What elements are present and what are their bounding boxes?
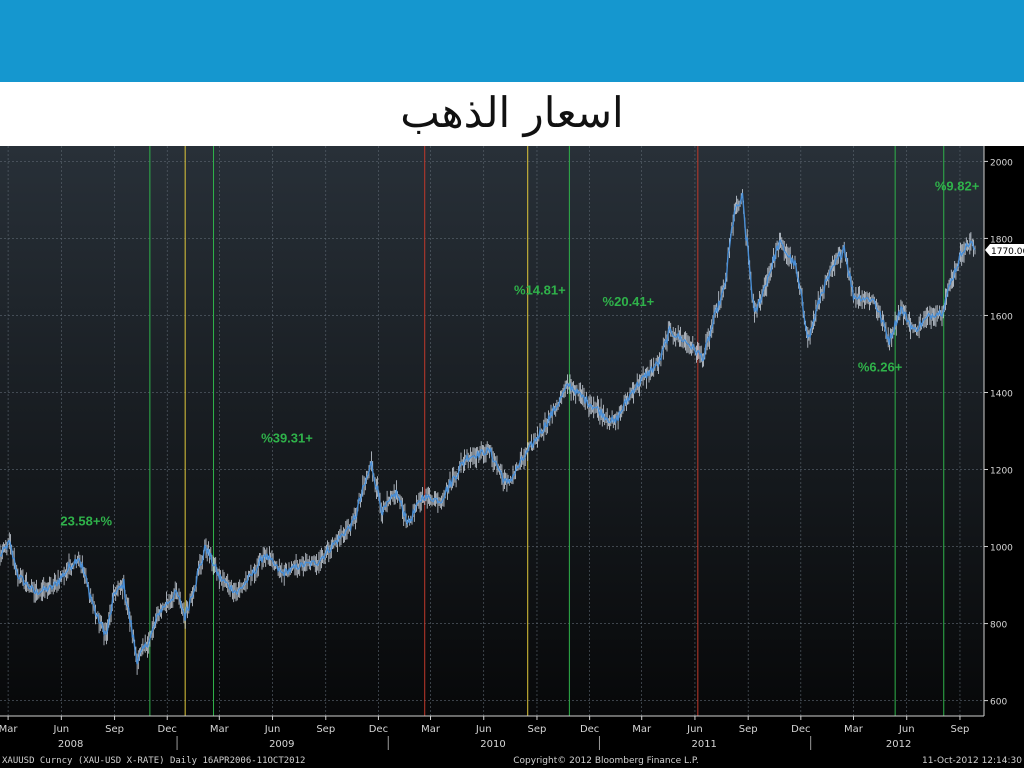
last-price-label: 1770.06	[991, 247, 1024, 257]
y-tick-label: 1200	[990, 467, 1013, 477]
y-tick-label: 1000	[990, 544, 1013, 554]
grid-layer	[0, 146, 984, 716]
percent-annotation: %39.31+	[261, 431, 313, 446]
x-tick-label: Sep	[739, 724, 758, 735]
percent-annotation: %9.82+	[935, 178, 980, 193]
x-tick-label: Dec	[580, 724, 599, 735]
x-tick-label: Dec	[158, 724, 177, 735]
page-title: اسعار الذهب	[0, 82, 1024, 146]
x-tick-label: Sep	[105, 724, 124, 735]
y-tick-label: 600	[990, 698, 1007, 708]
x-tick-label: Mar	[844, 724, 864, 735]
percent-annotation: %14.81+	[514, 282, 566, 297]
percent-annotation: %20.41+	[603, 294, 655, 309]
y-tick-label: 1600	[990, 312, 1013, 322]
y-tick-label: 800	[990, 621, 1007, 631]
x-tick-label: Jun	[264, 724, 281, 735]
x-tick-label: Mar	[0, 724, 18, 735]
x-tick-label: Mar	[421, 724, 441, 735]
header-band	[0, 0, 1024, 82]
annotations: 23.58+% %39.31+ %14.81+ %20.41+ %6.26+ %9.82+	[60, 178, 979, 528]
x-year-label: 2009	[269, 739, 294, 750]
y-tick-label: 2000	[990, 158, 1013, 168]
axes: 600 800 1000 1200 1400 1600 1800 2000 Mar Jun Sep D…	[0, 146, 1024, 750]
x-tick-label: Jun	[898, 724, 915, 735]
percent-annotation: %6.26+	[858, 359, 903, 374]
x-tick-label: Mar	[210, 724, 230, 735]
x-tick-label: Jun	[686, 724, 703, 735]
vertical-markers	[149, 146, 945, 716]
x-tick-label: Sep	[316, 724, 335, 735]
x-tick-label: Mar	[632, 724, 652, 735]
x-year-label: 2010	[480, 739, 505, 750]
footer-left: XAUUSD Curncy (XAU-USD X-RATE) Daily 16A…	[2, 756, 305, 766]
footer-timestamp: 11-Oct-2012 12:14:30	[922, 756, 1022, 766]
percent-annotation: 23.58+%	[60, 513, 112, 528]
x-tick-label: Dec	[369, 724, 388, 735]
x-year-label: 2011	[691, 739, 716, 750]
plot-area	[0, 146, 984, 716]
x-tick-label: Jun	[475, 724, 492, 735]
x-tick-label: Dec	[791, 724, 810, 735]
footer-copyright: Copyright© 2012 Bloomberg Finance L.P.	[513, 756, 698, 766]
last-price-tag	[985, 243, 1024, 256]
gold-price-chart: 23.58+% %39.31+ %14.81+ %20.41+ %6.26+ %9.82+…	[0, 146, 1024, 768]
y-tick-label: 1400	[990, 389, 1013, 399]
y-tick-label: 1800	[990, 235, 1013, 245]
chart-svg: 23.58+% %39.31+ %14.81+ %20.41+ %6.26+ %9.82+…	[0, 146, 1024, 768]
price-line	[0, 192, 976, 665]
price-series	[0, 189, 976, 675]
x-tick-label: Sep	[951, 724, 970, 735]
x-tick-label: Jun	[53, 724, 70, 735]
x-year-label: 2008	[58, 739, 83, 750]
x-year-label: 2012	[886, 739, 911, 750]
x-tick-label: Sep	[528, 724, 547, 735]
